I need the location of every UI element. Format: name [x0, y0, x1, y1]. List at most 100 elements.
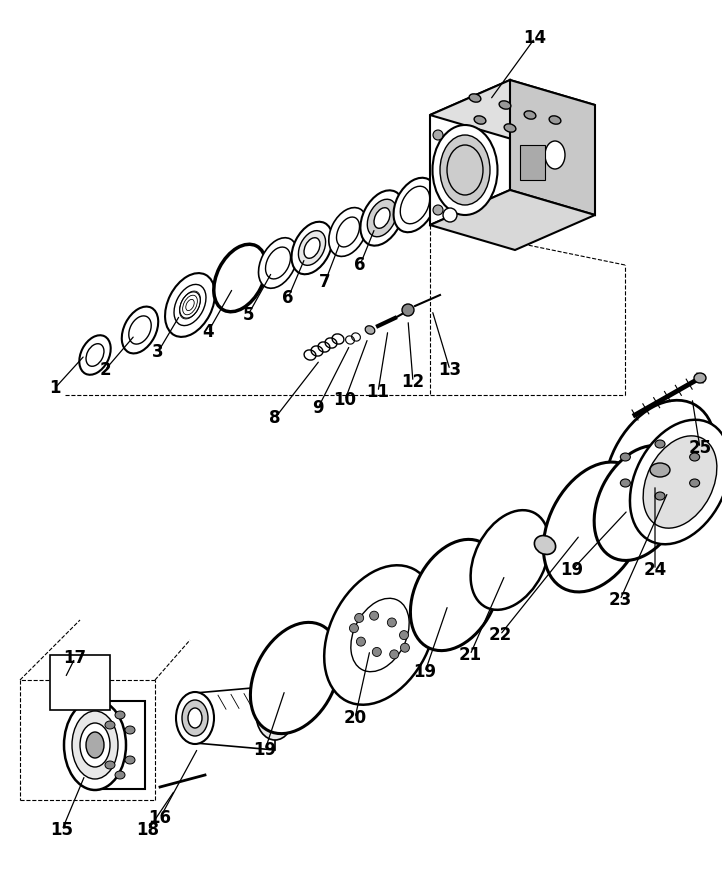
- Ellipse shape: [304, 238, 320, 259]
- Ellipse shape: [393, 178, 436, 232]
- Ellipse shape: [349, 624, 358, 632]
- Ellipse shape: [440, 135, 490, 205]
- Ellipse shape: [105, 721, 115, 729]
- Ellipse shape: [329, 208, 367, 256]
- Ellipse shape: [545, 141, 565, 169]
- Ellipse shape: [433, 130, 443, 140]
- Ellipse shape: [324, 566, 436, 705]
- Ellipse shape: [370, 611, 378, 620]
- Text: 19: 19: [414, 663, 437, 681]
- Ellipse shape: [474, 116, 486, 125]
- Ellipse shape: [298, 231, 326, 266]
- Ellipse shape: [129, 316, 151, 344]
- Ellipse shape: [80, 723, 110, 767]
- Polygon shape: [50, 655, 110, 710]
- Text: 2: 2: [99, 361, 110, 379]
- Ellipse shape: [544, 462, 647, 592]
- Text: 23: 23: [609, 591, 632, 609]
- Polygon shape: [430, 190, 595, 250]
- Text: 14: 14: [523, 29, 547, 47]
- Text: 22: 22: [488, 626, 512, 644]
- Ellipse shape: [292, 222, 332, 275]
- Ellipse shape: [433, 205, 443, 215]
- Ellipse shape: [174, 284, 206, 325]
- Ellipse shape: [365, 325, 375, 334]
- Ellipse shape: [655, 440, 665, 448]
- Ellipse shape: [256, 688, 294, 740]
- Bar: [655, 462, 680, 478]
- Ellipse shape: [374, 208, 390, 228]
- Ellipse shape: [694, 373, 706, 383]
- Text: 6: 6: [282, 289, 294, 307]
- Ellipse shape: [400, 186, 430, 224]
- Text: 5: 5: [243, 306, 253, 324]
- Text: 4: 4: [202, 323, 214, 341]
- Ellipse shape: [214, 245, 266, 311]
- Text: 17: 17: [64, 649, 87, 667]
- Text: 7: 7: [319, 273, 331, 291]
- Text: 10: 10: [334, 391, 357, 409]
- Bar: [95, 701, 145, 789]
- Ellipse shape: [188, 708, 202, 728]
- Text: 15: 15: [51, 821, 74, 839]
- Text: 20: 20: [344, 709, 367, 727]
- Text: 19: 19: [253, 741, 277, 759]
- Text: 12: 12: [401, 373, 425, 391]
- Ellipse shape: [504, 124, 516, 132]
- Polygon shape: [430, 80, 510, 225]
- Ellipse shape: [471, 510, 549, 610]
- Ellipse shape: [258, 238, 297, 289]
- Ellipse shape: [165, 273, 215, 337]
- Ellipse shape: [534, 536, 556, 554]
- Ellipse shape: [182, 700, 208, 736]
- Text: 9: 9: [312, 399, 323, 417]
- Ellipse shape: [360, 190, 404, 246]
- Ellipse shape: [125, 756, 135, 764]
- Polygon shape: [510, 80, 595, 215]
- Text: 8: 8: [269, 409, 281, 427]
- Ellipse shape: [549, 116, 561, 125]
- Text: 25: 25: [689, 439, 712, 457]
- Text: 13: 13: [438, 361, 461, 379]
- Ellipse shape: [115, 771, 125, 779]
- Ellipse shape: [387, 618, 396, 627]
- Bar: [520, 145, 545, 180]
- Ellipse shape: [399, 631, 409, 639]
- Ellipse shape: [499, 101, 511, 109]
- Text: 19: 19: [560, 561, 583, 579]
- Ellipse shape: [105, 761, 115, 769]
- Text: 11: 11: [367, 383, 389, 401]
- Text: 24: 24: [643, 561, 666, 579]
- Ellipse shape: [79, 335, 110, 374]
- Ellipse shape: [64, 700, 126, 790]
- Ellipse shape: [620, 453, 630, 461]
- Ellipse shape: [86, 344, 104, 367]
- Ellipse shape: [604, 400, 716, 539]
- Ellipse shape: [251, 623, 339, 734]
- Ellipse shape: [650, 463, 670, 477]
- Ellipse shape: [266, 247, 290, 279]
- Ellipse shape: [72, 711, 118, 779]
- Text: 21: 21: [458, 646, 482, 664]
- Ellipse shape: [469, 94, 481, 102]
- Ellipse shape: [524, 111, 536, 119]
- Text: 1: 1: [49, 379, 61, 397]
- Ellipse shape: [390, 650, 399, 659]
- Polygon shape: [430, 80, 595, 140]
- Ellipse shape: [86, 732, 104, 758]
- Polygon shape: [195, 686, 275, 750]
- Ellipse shape: [122, 307, 158, 353]
- Ellipse shape: [655, 492, 665, 500]
- Ellipse shape: [432, 125, 497, 215]
- Text: 18: 18: [136, 821, 160, 839]
- Ellipse shape: [620, 479, 630, 487]
- Ellipse shape: [410, 539, 500, 651]
- Ellipse shape: [643, 436, 717, 528]
- Ellipse shape: [401, 643, 409, 652]
- Ellipse shape: [630, 420, 722, 545]
- Ellipse shape: [336, 217, 360, 247]
- Text: 3: 3: [152, 343, 164, 361]
- Circle shape: [402, 304, 414, 316]
- Ellipse shape: [443, 208, 457, 222]
- Ellipse shape: [373, 647, 381, 657]
